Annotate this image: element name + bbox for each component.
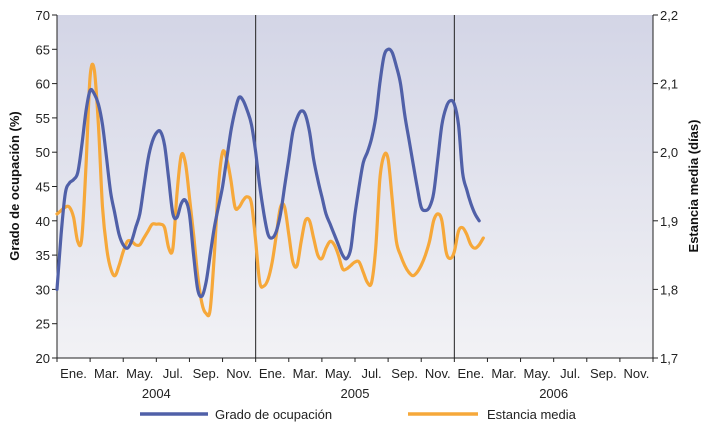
left-tick-label: 35 [36, 248, 50, 263]
month-label: Ene. [458, 366, 485, 381]
month-label: Sep. [193, 366, 220, 381]
right-tick-label: 1,8 [660, 282, 678, 297]
right-y-axis: 1,7 1,8 1,9 2,0 2,1 2,2 [652, 8, 678, 366]
month-label: May. [524, 366, 551, 381]
right-tick-label: 2,0 [660, 145, 678, 160]
month-label: Mar. [491, 366, 516, 381]
right-tick-label: 2,1 [660, 77, 678, 92]
left-tick-label: 70 [36, 8, 50, 23]
month-label: Sep. [590, 366, 617, 381]
month-label: Mar. [94, 366, 119, 381]
month-label: Jul. [361, 366, 381, 381]
series-layer [55, 47, 485, 318]
month-label: May. [126, 366, 153, 381]
left-tick-label: 50 [36, 145, 50, 160]
left-tick-label: 40 [36, 214, 50, 229]
plot-area [57, 15, 653, 358]
year-separators [255, 15, 455, 358]
month-label: May. [325, 366, 352, 381]
month-label: Mar. [293, 366, 318, 381]
year-label: 2006 [539, 386, 568, 401]
left-tick-label: 25 [36, 317, 50, 332]
series-line-estancia [55, 62, 485, 318]
legend-label-ocupacion: Grado de ocupación [215, 407, 332, 422]
left-y-axis: 20 25 30 35 40 45 50 55 60 65 70 [36, 8, 58, 366]
month-label: Nov. [425, 366, 451, 381]
legend: Grado de ocupación Estancia media [140, 407, 577, 422]
month-label: Nov. [226, 366, 252, 381]
month-label: Ene. [60, 366, 87, 381]
month-label: Sep. [391, 366, 418, 381]
right-tick-label: 1,9 [660, 214, 678, 229]
month-label: Nov. [624, 366, 650, 381]
year-label: 2004 [142, 386, 171, 401]
right-axis-title: Estancia media (días) [686, 120, 701, 253]
left-tick-label: 30 [36, 282, 50, 297]
left-tick-label: 65 [36, 42, 50, 57]
left-tick-label: 60 [36, 77, 50, 92]
x-axis: Ene. Mar. May. Jul. Sep. Nov. Ene. Mar. May. Jul.… [56, 357, 654, 401]
right-tick-label: 1,7 [660, 351, 678, 366]
left-tick-label: 55 [36, 111, 50, 126]
series-line-ocupacion [55, 47, 481, 299]
right-tick-label: 2,2 [660, 8, 678, 23]
month-label: Jul. [560, 366, 580, 381]
month-label: Jul. [163, 366, 183, 381]
left-tick-label: 45 [36, 180, 50, 195]
legend-label-estancia: Estancia media [487, 407, 577, 422]
year-label: 2005 [341, 386, 370, 401]
month-label: Ene. [259, 366, 286, 381]
left-axis-title: Grado de ocupación (%) [7, 111, 22, 261]
left-tick-label: 20 [36, 351, 50, 366]
